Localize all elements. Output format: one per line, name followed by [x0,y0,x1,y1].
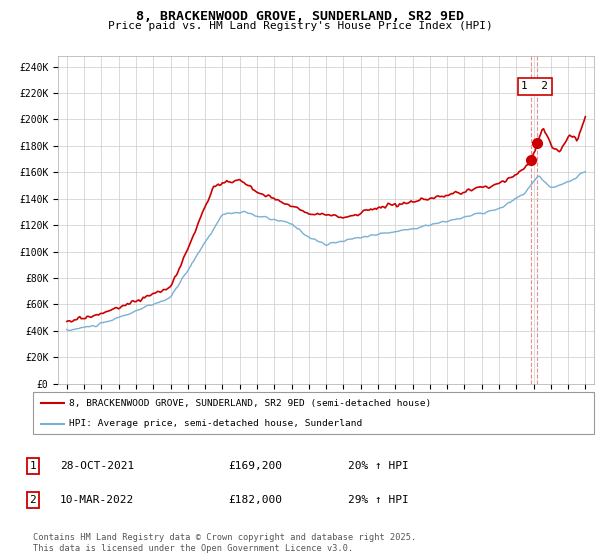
FancyBboxPatch shape [33,392,594,434]
Text: 1  2: 1 2 [521,81,548,91]
Text: 2: 2 [29,495,37,505]
Text: 8, BRACKENWOOD GROVE, SUNDERLAND, SR2 9ED (semi-detached house): 8, BRACKENWOOD GROVE, SUNDERLAND, SR2 9E… [70,399,432,408]
Text: £182,000: £182,000 [228,495,282,505]
Text: 29% ↑ HPI: 29% ↑ HPI [348,495,409,505]
Text: £169,200: £169,200 [228,461,282,471]
Text: Price paid vs. HM Land Registry's House Price Index (HPI): Price paid vs. HM Land Registry's House … [107,21,493,31]
Text: 20% ↑ HPI: 20% ↑ HPI [348,461,409,471]
Text: 8, BRACKENWOOD GROVE, SUNDERLAND, SR2 9ED: 8, BRACKENWOOD GROVE, SUNDERLAND, SR2 9E… [136,10,464,23]
Text: Contains HM Land Registry data © Crown copyright and database right 2025.
This d: Contains HM Land Registry data © Crown c… [33,533,416,553]
Text: 28-OCT-2021: 28-OCT-2021 [60,461,134,471]
Text: 10-MAR-2022: 10-MAR-2022 [60,495,134,505]
Text: HPI: Average price, semi-detached house, Sunderland: HPI: Average price, semi-detached house,… [70,419,363,428]
Text: 1: 1 [29,461,37,471]
